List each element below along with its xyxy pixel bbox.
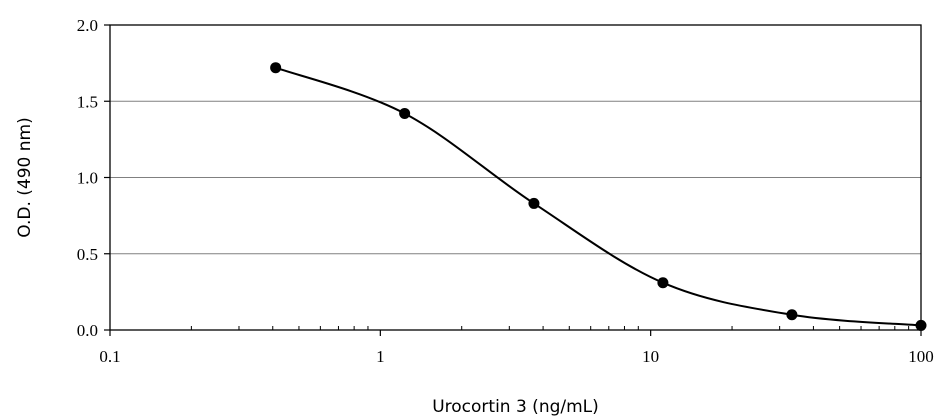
data-point	[786, 309, 798, 321]
grid-lines	[110, 100, 921, 255]
x-tick-label: 100	[908, 347, 934, 366]
y-tick-label: 0.5	[77, 245, 98, 264]
y-tick-label: 2.0	[77, 16, 98, 35]
x-tick-label: 0.1	[99, 347, 120, 366]
data-point	[657, 277, 669, 289]
x-axis-label: Urocortin 3 (ng/mL)	[432, 397, 599, 417]
y-tick-label: 1.5	[77, 92, 98, 111]
axis-ticks	[104, 24, 922, 336]
data-point	[915, 319, 927, 331]
fitted-curve	[275, 66, 922, 327]
x-tick-labels: 0.1 1 10 100	[99, 347, 933, 366]
data-point	[270, 62, 282, 74]
y-tick-labels: 0.0 0.5 1.0 1.5 2.0	[77, 16, 98, 340]
y-tick-label: 0.0	[77, 321, 98, 340]
data-point	[528, 197, 540, 209]
x-tick-label: 1	[376, 347, 385, 366]
minor-ticks	[190, 326, 910, 330]
data-points	[270, 62, 927, 331]
y-axis-label: O.D. (490 nm)	[15, 117, 35, 237]
x-tick-label: 10	[642, 347, 659, 366]
y-tick-label: 1.0	[77, 169, 98, 188]
data-point	[399, 107, 411, 119]
